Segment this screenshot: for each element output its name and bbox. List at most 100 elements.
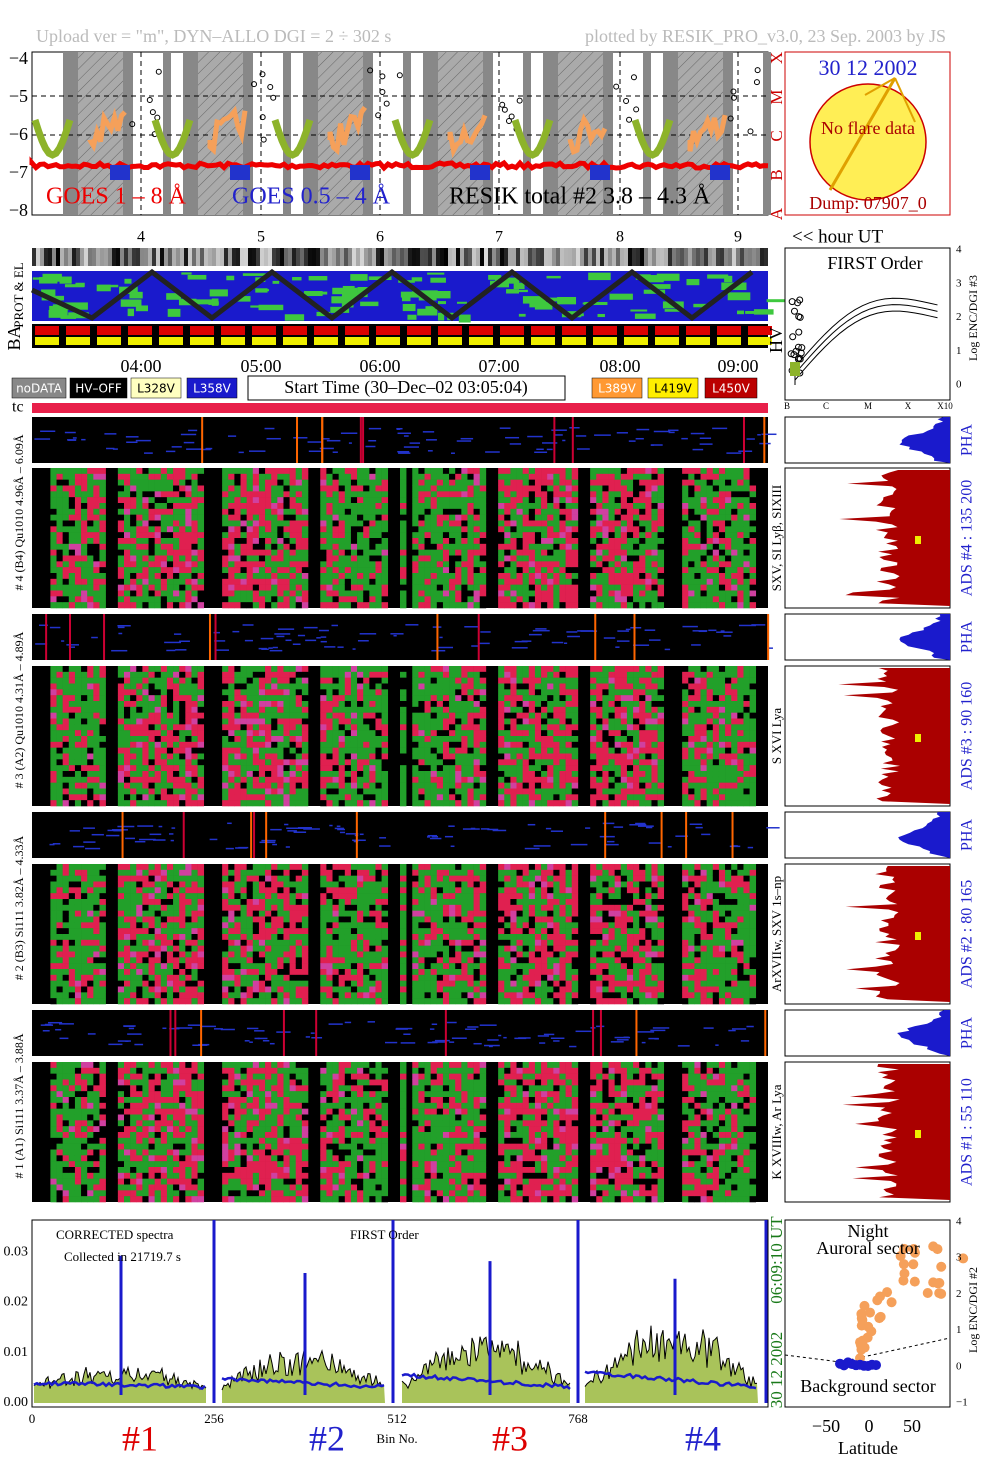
- heatmap-cell: [571, 543, 579, 550]
- heatmap-cell: [541, 677, 548, 684]
- heatmap-cell: [74, 497, 82, 504]
- heatmap-cell: [645, 514, 652, 521]
- heatmap-cell: [246, 794, 254, 801]
- heatmap-cell: [350, 736, 358, 743]
- heatmap-cell: [553, 712, 560, 719]
- heatmap-cell: [185, 771, 192, 778]
- heatmap-cell: [142, 718, 149, 725]
- heatmap-cell: [130, 561, 137, 568]
- heatmap-cell: [510, 724, 517, 731]
- heatmap-cell: [461, 532, 468, 539]
- heatmap-cell: [154, 468, 162, 475]
- heatmap-cell: [418, 479, 425, 486]
- heatmap-cell: [467, 788, 474, 795]
- intensity-cell: [364, 248, 368, 266]
- prot-green: [99, 284, 119, 288]
- heatmap-cell: [246, 712, 254, 719]
- heatmap-cell: [166, 485, 174, 492]
- heatmap-cell: [553, 514, 560, 521]
- hour-label: 5: [257, 229, 265, 246]
- heatmap-cell: [522, 590, 530, 597]
- heatmap-cell: [553, 532, 560, 539]
- heatmap-cell: [344, 538, 352, 545]
- heatmap-cell: [99, 602, 106, 609]
- heatmap-cell: [565, 578, 573, 585]
- heatmap-cell: [418, 561, 425, 568]
- heatmap-cell: [74, 526, 82, 533]
- heatmap-cell: [228, 497, 235, 504]
- heatmap-cell: [639, 485, 646, 492]
- heatmap-cell: [99, 561, 106, 568]
- heatmap-cell: [559, 666, 566, 673]
- heatmap-cell: [87, 526, 94, 533]
- pha-noise: [64, 431, 76, 434]
- heatmap-cell: [590, 602, 597, 609]
- heatmap-cell: [301, 718, 309, 725]
- heatmap-cell: [277, 468, 284, 475]
- heatmap-cell: [179, 677, 186, 684]
- heatmap-cell: [350, 794, 358, 801]
- heatmap-cell: [357, 596, 364, 603]
- heatmap-cell: [173, 479, 180, 486]
- heatmap-cell: [117, 671, 125, 678]
- ba-red: [283, 326, 307, 335]
- heatmap-cell: [442, 794, 450, 801]
- heatmap-cell: [240, 695, 247, 702]
- heatmap-cell: [246, 590, 254, 597]
- heatmap-cell: [179, 508, 186, 515]
- heatmap-cell: [602, 771, 609, 778]
- heatmap-cell: [154, 765, 162, 772]
- heatmap-cell: [326, 503, 333, 510]
- pha-spike: [594, 614, 597, 660]
- pha-noise: [320, 640, 327, 643]
- heatmap-cell: [626, 543, 634, 550]
- heatmap-cell: [455, 468, 462, 475]
- intensity-cell: [128, 248, 132, 266]
- heatmap-cell: [87, 561, 94, 568]
- heatmap-cell: [602, 759, 609, 766]
- heatmap-cell: [590, 759, 597, 766]
- heatmap-cell: [338, 741, 346, 748]
- heatmap-cell: [271, 689, 278, 696]
- heatmap-cell: [228, 671, 235, 678]
- heatmap-cell: [718, 491, 726, 498]
- intensity-cell: [36, 248, 40, 266]
- heatmap-cell: [124, 538, 131, 545]
- heatmap-cell: [301, 759, 309, 766]
- heatmap-cell: [590, 497, 597, 504]
- blue-curve: [710, 165, 730, 180]
- heatmap-cell: [737, 479, 744, 486]
- prot-green: [211, 298, 219, 306]
- heatmap-cell: [455, 765, 462, 772]
- heatmap-cell: [706, 526, 714, 533]
- heatmap-cell: [590, 689, 597, 696]
- heatmap-cell: [338, 561, 346, 568]
- pha-noise: [650, 444, 654, 446]
- heatmap-cell: [357, 491, 364, 498]
- heatmap-cell: [510, 503, 517, 510]
- heatmap-cell: [510, 782, 517, 789]
- heatmap-cell: [136, 538, 143, 545]
- heatmap-cell: [418, 794, 425, 801]
- heatmap-cell: [694, 532, 701, 539]
- heatmap-cell: [467, 747, 474, 754]
- heatmap-cell: [56, 549, 63, 556]
- heatmap-cell: [700, 596, 707, 603]
- heatmap-cell: [633, 538, 640, 545]
- heatmap-cell: [124, 526, 131, 533]
- heatmap-cell: [608, 666, 615, 673]
- heatmap-cell: [375, 538, 382, 545]
- heatmap-cell: [467, 567, 474, 574]
- heatmap-cell: [614, 701, 622, 708]
- heatmap-cell: [749, 508, 757, 515]
- heatmap-cell: [160, 741, 168, 748]
- heatmap-cell: [234, 794, 241, 801]
- heatmap-cell: [338, 671, 346, 678]
- heatmap-cell: [117, 788, 125, 795]
- heatmap-cell: [737, 578, 744, 585]
- heatmap-cell: [412, 555, 419, 562]
- heatmap-cell: [50, 514, 57, 521]
- heatmap-cell: [596, 712, 603, 719]
- heatmap-cell: [504, 485, 511, 492]
- heatmap-cell: [534, 567, 542, 574]
